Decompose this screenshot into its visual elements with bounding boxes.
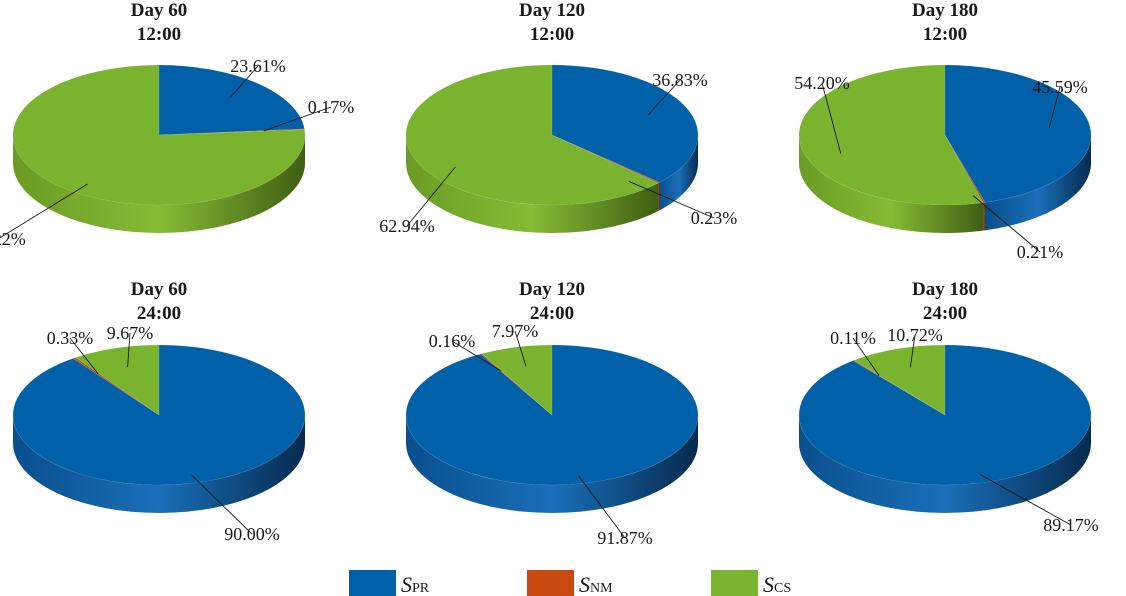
- panel-title-day: Day 60: [131, 0, 187, 21]
- data-label-S_NM: 0.16%: [429, 331, 476, 351]
- pie-slice-S_CS: [481, 344, 553, 416]
- legend-label-S_CS: SCS: [763, 572, 791, 596]
- data-label-S_CS: 62.94%: [379, 216, 435, 236]
- pie-side-S_PR: [659, 135, 698, 211]
- panel-title-time: 12:00: [923, 24, 967, 45]
- leader-line: [191, 474, 253, 535]
- leader-line: [628, 180, 715, 219]
- pie-side-S_CS: [406, 135, 659, 233]
- data-label-S_NM: 0.11%: [830, 328, 876, 348]
- leader-line: [647, 79, 681, 116]
- panel-title-time: 24:00: [923, 303, 967, 324]
- panel-title-day: Day 120: [519, 279, 585, 300]
- data-label-S_NM: 0.33%: [47, 328, 94, 348]
- pie-slice-S_NM: [72, 357, 160, 416]
- pie-panel: Day 120 12:00 36.83% 0.23% 62.94%: [379, 0, 737, 236]
- legend-item-S_PR: SPR: [349, 570, 430, 596]
- data-label-S_CS: 9.67%: [107, 323, 154, 343]
- leader-line: [263, 106, 332, 132]
- pie-slice-S_NM: [551, 134, 661, 184]
- pie-slice-S_PR: [12, 344, 306, 486]
- pie-panel: Day 60 24:00 90.00% 0.33% 9.67%: [12, 279, 306, 544]
- pie-side-S_PR: [406, 415, 698, 513]
- leader-line: [909, 334, 916, 368]
- pie-slice-S_CS: [405, 64, 659, 206]
- leader-line: [821, 82, 842, 154]
- pie-side-S_NM: [658, 182, 660, 212]
- pie-slice-S_NM: [944, 134, 986, 203]
- pie-panel: Day 180 24:00 89.17% 0.11% 10.72%: [798, 279, 1099, 535]
- pie-slice-S_CS: [798, 64, 984, 206]
- legend-item-S_NM: SNM: [527, 570, 613, 596]
- legend-item-S_CS: SCS: [711, 570, 791, 596]
- legend-swatch-S_CS: [711, 570, 758, 596]
- pie-slice-S_NM: [852, 359, 946, 416]
- leader-line: [406, 166, 456, 227]
- data-label-S_PR: 23.61%: [230, 56, 286, 76]
- panel-title-day: Day 60: [131, 279, 187, 300]
- panel-title-day: Day 180: [912, 279, 978, 300]
- pie-slice-S_NM: [158, 128, 305, 136]
- data-label-S_NM: 0.21%: [1017, 242, 1064, 262]
- data-label-S_PR: 90.00%: [224, 524, 280, 544]
- leader-line: [1048, 86, 1061, 129]
- legend-label-S_NM: SNM: [579, 572, 613, 596]
- legend-label-S_PR: SPR: [401, 572, 430, 596]
- data-label-S_NM: 0.17%: [308, 97, 355, 117]
- legend-swatch-S_NM: [527, 570, 574, 596]
- pie-slice-S_PR: [551, 64, 699, 183]
- pie-slice-S_PR: [405, 344, 699, 486]
- leader-line: [127, 332, 131, 367]
- data-label-S_CS: 10.72%: [887, 325, 943, 345]
- panel-title-time: 24:00: [530, 303, 574, 324]
- pie-slice-S_CS: [74, 344, 160, 416]
- leader-line: [0, 183, 88, 239]
- leader-line: [578, 475, 626, 539]
- panel-title-time: 12:00: [530, 24, 574, 45]
- pie-side-S_CS: [13, 135, 305, 233]
- pie-slice-S_PR: [798, 344, 1092, 486]
- pie-panel: Day 180 12:00 45.59% 0.21% 54.20%: [794, 0, 1092, 262]
- panel-title-time: 12:00: [137, 24, 181, 45]
- data-label-S_CS: 54.20%: [794, 73, 850, 93]
- panel-title-time: 24:00: [137, 303, 181, 324]
- leader-line: [451, 340, 502, 372]
- leader-line: [852, 337, 880, 376]
- leader-line: [972, 195, 1041, 253]
- data-label-S_NM: 0.23%: [691, 208, 738, 228]
- data-label-S_CS: 7.97%: [492, 321, 539, 341]
- data-label-S_PR: 91.87%: [597, 528, 653, 548]
- pie-side-S_PR: [13, 415, 305, 513]
- data-label-S_PR: 45.59%: [1032, 77, 1088, 97]
- pie-side-S_PR: [984, 135, 1091, 231]
- pie-slice-S_CS: [853, 344, 946, 416]
- legend: SPR SNM SCS: [349, 570, 791, 596]
- data-label-S_PR: 89.17%: [1043, 515, 1099, 535]
- leader-line: [979, 474, 1072, 526]
- leader-line: [514, 330, 527, 367]
- pie-panel: Day 60 12:00 23.61% 0.17% 76.22%: [0, 0, 354, 249]
- pie-side-S_CS: [799, 135, 984, 234]
- leader-line: [229, 65, 259, 99]
- pie-slice-S_PR: [944, 64, 1092, 203]
- panel-title-day: Day 120: [519, 0, 585, 21]
- legend-swatch-S_PR: [349, 570, 396, 596]
- pie-side-S_PR: [799, 415, 1091, 513]
- data-label-S_PR: 36.83%: [652, 70, 708, 90]
- pie-slice-S_CS: [12, 64, 306, 206]
- pie-panel: Day 120 24:00 91.87% 0.16% 7.97%: [405, 279, 699, 548]
- pie-side-S_NM: [983, 202, 985, 231]
- leader-line: [69, 337, 99, 375]
- panel-title-day: Day 180: [912, 0, 978, 21]
- data-label-S_CS: 76.22%: [0, 229, 26, 249]
- pie-panels: Day 60 12:00 23.61% 0.17% 76.22% Day 120 12:00…: [0, 0, 1099, 548]
